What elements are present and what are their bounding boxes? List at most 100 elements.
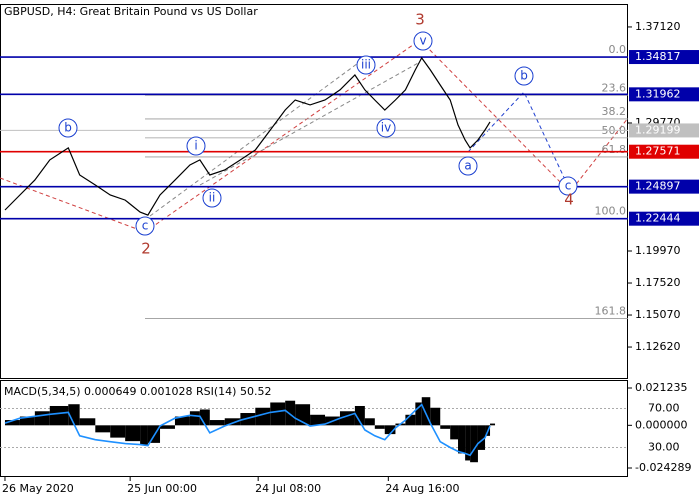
wave-circle	[186, 136, 206, 156]
wave-degree: 3	[415, 11, 425, 29]
x-tick-label: 24 Aug 16:00	[385, 482, 459, 495]
rsi-line	[4, 403, 491, 457]
wave-label: c	[142, 219, 149, 233]
channel-line	[149, 57, 366, 217]
level-label: 1.31962	[635, 87, 681, 100]
level-label: 1.22444	[635, 212, 681, 225]
macd-bar	[415, 402, 422, 426]
y-tick-label: 1.19970	[635, 244, 681, 257]
wave-label: v	[419, 34, 426, 48]
y2-tick-label: 70.00	[648, 401, 680, 414]
macd-bar	[209, 420, 225, 426]
wave-label: i	[194, 139, 197, 153]
macd-bar	[160, 425, 175, 429]
macd-bar	[477, 425, 486, 450]
fib-label: 23.6	[602, 81, 627, 94]
macd-bar	[240, 413, 256, 426]
y-tick-label: -0.024289	[635, 461, 691, 474]
wave-label: a	[464, 159, 471, 173]
wave-label: iii	[361, 58, 371, 72]
x-tick-label: 25 Jun 00:00	[127, 482, 197, 495]
fib-label: 38.2	[602, 105, 627, 118]
y-tick-label: 1.37120	[635, 20, 681, 33]
macd-bar	[19, 416, 35, 426]
macd-bar	[364, 418, 375, 426]
y-tick-label: 1.17520	[635, 276, 681, 289]
macd-bar	[450, 425, 459, 440]
macd-bar	[490, 423, 496, 426]
wave-circle	[458, 156, 478, 176]
macd-bar	[189, 411, 200, 426]
projections	[0, 39, 629, 233]
level-box	[629, 211, 699, 226]
macd-bar	[4, 420, 20, 426]
y-tick-label: 0.000000	[635, 418, 688, 431]
macd-bar	[310, 414, 326, 426]
level-box	[629, 87, 699, 102]
macd-bar	[110, 425, 126, 438]
macd-bar	[384, 425, 396, 435]
y-tick-label: 1.12620	[635, 340, 681, 353]
wave-label: ii	[209, 191, 216, 205]
macd-bar	[440, 425, 451, 429]
fib-label: 0.0	[609, 43, 627, 56]
macd-bar	[285, 400, 296, 426]
wave-circle	[58, 118, 78, 138]
wave-circle	[558, 176, 578, 196]
wave-circle	[135, 216, 155, 236]
macd-bar	[174, 416, 190, 426]
indicator-frame	[0, 380, 628, 477]
macd-bar	[405, 414, 416, 426]
level-box	[629, 179, 699, 194]
wave-circle	[202, 188, 222, 208]
macd-bar	[430, 407, 441, 426]
wave-circle	[514, 66, 534, 86]
macd-bar	[68, 404, 80, 426]
blue-projection	[467, 91, 569, 187]
macd-bar	[270, 402, 286, 426]
wave-label: b	[64, 121, 72, 135]
macd-bar	[140, 425, 148, 445]
y-tick-label: 1.15070	[635, 308, 681, 321]
fib-label: 100.0	[595, 205, 627, 218]
wave-degree: 2	[141, 240, 151, 258]
price-line	[4, 56, 491, 216]
macd-bar	[224, 418, 241, 426]
macd-bar	[354, 405, 365, 426]
macd-bar	[125, 425, 141, 442]
macd-bar	[34, 411, 50, 426]
wave-label: b	[520, 69, 528, 83]
macd-bar	[255, 407, 271, 426]
x-tick-label: 24 Jul 08:00	[255, 482, 321, 495]
y2-tick-label: 30.00	[648, 441, 680, 454]
wave-degree: 4	[564, 191, 574, 209]
y-tick-label: 0.021235	[635, 381, 688, 394]
level-box	[629, 144, 699, 159]
wave-label: c	[565, 179, 572, 193]
red-projection	[0, 39, 629, 233]
indicator-title: MACD(5,34,5) 0.000649 0.001028 RSI(14) 5…	[4, 385, 271, 398]
wave-circle	[413, 31, 433, 51]
level-label: 1.27571	[635, 145, 681, 158]
macd-bar	[49, 405, 69, 426]
wave-circle	[356, 55, 376, 75]
macd-bar	[465, 425, 471, 461]
macd-bar	[95, 425, 111, 433]
chart-title: GBPUSD, H4: Great Britain Pound vs US Do…	[4, 5, 258, 18]
x-tick-label: 26 May 2020	[2, 482, 74, 495]
macd-bar	[79, 418, 96, 426]
wave-label: iv	[381, 121, 391, 135]
level-box	[629, 50, 699, 65]
level-label: 1.29199	[635, 123, 681, 136]
macd-bar	[458, 425, 466, 454]
channel-line	[199, 61, 421, 186]
macd-bar	[199, 409, 210, 426]
macd-bar	[470, 425, 478, 463]
level-label: 1.34817	[635, 50, 681, 63]
macd-bar	[374, 425, 385, 429]
main-frame	[0, 4, 628, 379]
macd-bar	[421, 397, 431, 426]
level-label: 1.24897	[635, 180, 681, 193]
